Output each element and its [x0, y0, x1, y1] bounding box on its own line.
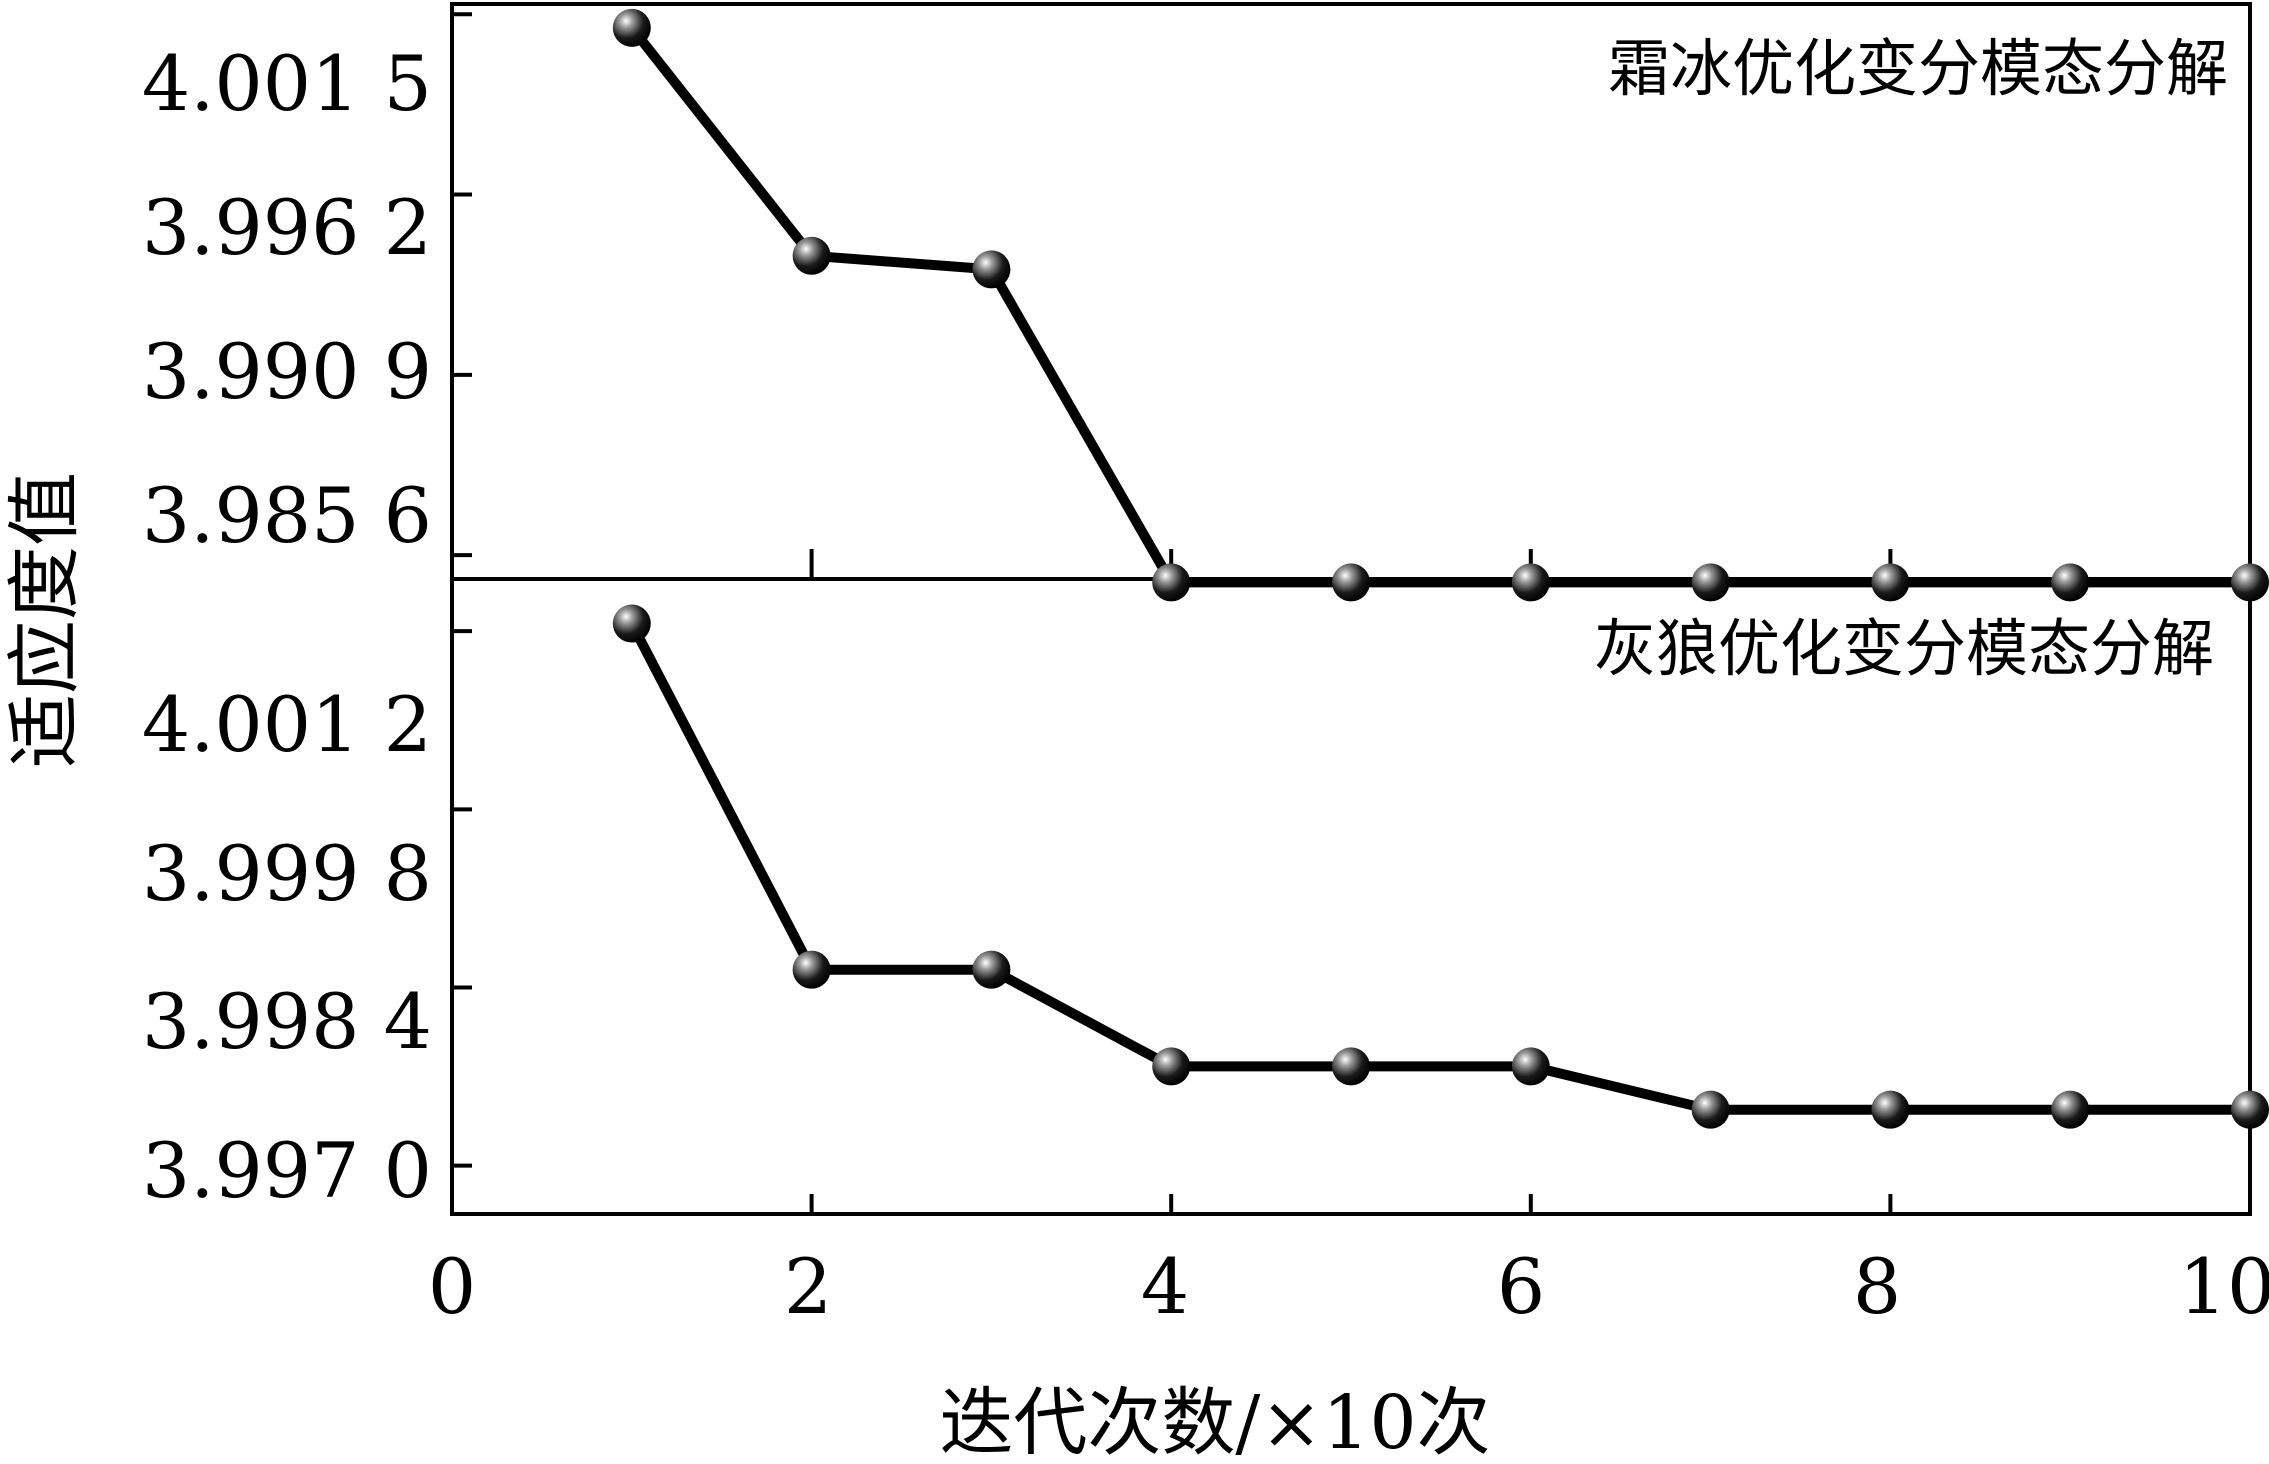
data-point: [1511, 563, 1550, 602]
data-point: [972, 950, 1011, 989]
top-panel-annotation: 霜冰优化变分模态分解: [1608, 32, 2228, 105]
data-point: [1871, 1090, 1910, 1129]
top-y-tick-label: 3.996 2: [142, 183, 432, 272]
data-point: [792, 236, 831, 275]
data-point: [1152, 563, 1191, 602]
data-point: [2231, 1090, 2269, 1129]
x-tick-label: 0: [428, 1242, 476, 1331]
data-point: [2231, 563, 2269, 602]
data-point: [1152, 1047, 1191, 1086]
x-tick-label: 2: [784, 1242, 832, 1331]
x-tick-label: 8: [1853, 1242, 1901, 1331]
top-y-tick-label: 3.985 6: [142, 471, 432, 560]
data-point: [612, 604, 651, 643]
bottom-y-tick-label: 3.998 4: [142, 977, 432, 1066]
data-point: [1691, 563, 1730, 602]
data-point: [1691, 1090, 1730, 1129]
bottom-panel-annotation: 灰狼优化变分模态分解: [1594, 612, 2214, 685]
x-tick-label: 6: [1497, 1242, 1545, 1331]
y-axis-title: 适应度值: [2, 472, 88, 768]
top-y-tick-label: 4.001 5: [142, 39, 432, 128]
data-point: [972, 250, 1011, 289]
data-point: [2051, 563, 2090, 602]
x-tick-label: 10: [2179, 1242, 2269, 1331]
data-point: [1332, 563, 1370, 602]
data-point: [1332, 1047, 1370, 1086]
data-point: [612, 8, 651, 47]
top-y-tick-label: 3.990 9: [142, 327, 432, 416]
data-point: [2051, 1090, 2090, 1129]
bottom-y-tick-label: 4.001 2: [142, 680, 432, 769]
chart-marks: [450, 8, 2269, 1214]
series-line: [627, 621, 2250, 1115]
series-line: [627, 24, 2250, 588]
bottom-y-tick-label: 3.997 0: [142, 1126, 432, 1215]
x-axis-title: 迭代次数/×10次: [939, 1380, 1490, 1464]
data-point: [1871, 563, 1910, 602]
data-point: [1511, 1047, 1550, 1086]
bottom-y-tick-label: 3.999 8: [142, 829, 432, 918]
x-tick-label: 4: [1141, 1242, 1189, 1331]
data-point: [792, 950, 831, 989]
